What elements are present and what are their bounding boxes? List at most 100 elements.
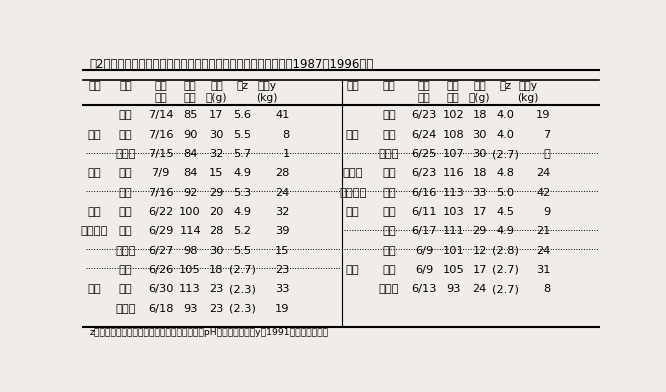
Text: 7/16: 7/16 [148,130,173,140]
Text: 8: 8 [282,130,290,140]
Text: 21: 21 [536,226,550,236]
Text: 7/15: 7/15 [148,149,173,159]
Text: 収穫
盛期: 収穫 盛期 [418,81,430,103]
Text: 地域: 地域 [88,81,101,91]
Text: 成熟
日数: 成熟 日数 [447,81,460,103]
Text: 酸z: 酸z [236,81,248,91]
Text: 6/24: 6/24 [412,130,436,140]
Text: (2.7): (2.7) [492,265,519,275]
Text: 23: 23 [275,265,290,275]
Text: 南高: 南高 [119,188,133,198]
Text: 4.8: 4.8 [496,169,514,178]
Text: 収穫
盛期: 収穫 盛期 [155,81,167,103]
Text: 7/14: 7/14 [148,111,173,120]
Text: 4.5: 4.5 [496,207,514,217]
Text: 品種: 品種 [119,81,132,91]
Text: 6/18: 6/18 [148,303,173,314]
Text: 群馬: 群馬 [88,284,101,294]
Text: 19: 19 [275,303,290,314]
Text: 南高: 南高 [382,226,396,236]
Text: 4.9: 4.9 [496,226,514,236]
Text: （筑波）: （筑波） [81,226,109,236]
Text: 6/9: 6/9 [415,246,433,256]
Text: 4.9: 4.9 [233,207,251,217]
Text: 6/26: 6/26 [148,265,173,275]
Text: 果実
重(g): 果実 重(g) [206,81,227,103]
Text: ２号: ２号 [382,246,396,256]
Text: 白加賀: 白加賀 [115,246,136,256]
Text: (2.7): (2.7) [492,284,519,294]
Text: 6/17: 6/17 [411,226,437,236]
Text: 108: 108 [442,130,464,140]
Text: 白加賀: 白加賀 [115,149,136,159]
Text: 30: 30 [472,130,487,140]
Text: 5.2: 5.2 [233,226,251,236]
Text: 30: 30 [209,246,224,256]
Text: 28: 28 [209,226,224,236]
Text: 5.5: 5.5 [233,130,251,140]
Text: 32: 32 [275,207,290,217]
Text: 102: 102 [442,111,464,120]
Text: 6/16: 6/16 [411,188,437,198]
Text: ２号: ２号 [119,207,133,217]
Text: 5.7: 5.7 [233,149,251,159]
Text: 4.9: 4.9 [233,169,251,178]
Text: 30: 30 [209,130,224,140]
Text: 105: 105 [442,265,464,275]
Text: 山形: 山形 [88,169,101,178]
Text: ２号: ２号 [382,111,396,120]
Text: 地域: 地域 [346,81,359,91]
Text: 収量y
(kg): 収量y (kg) [256,81,277,103]
Text: 30: 30 [472,149,487,159]
Text: 101: 101 [442,246,464,256]
Text: 南高: 南高 [119,284,133,294]
Text: 15: 15 [275,246,290,256]
Text: 98: 98 [183,246,197,256]
Text: 5.5: 5.5 [233,246,251,256]
Text: 果実
重(g): 果実 重(g) [469,81,490,103]
Text: 17: 17 [472,265,487,275]
Text: 18: 18 [472,111,487,120]
Text: 6/9: 6/9 [415,265,433,275]
Text: 105: 105 [179,265,201,275]
Text: 南高: 南高 [382,265,396,275]
Text: （御坊）: （御坊） [339,188,366,198]
Text: 7/9: 7/9 [151,169,170,178]
Text: 17: 17 [209,111,224,120]
Text: 24: 24 [473,284,487,294]
Text: 7/16: 7/16 [148,188,173,198]
Text: 7: 7 [543,130,550,140]
Text: 29: 29 [472,226,487,236]
Text: 南高: 南高 [382,130,396,140]
Text: 和歌山: 和歌山 [342,169,363,178]
Text: 福岡: 福岡 [346,265,360,275]
Text: 5.3: 5.3 [233,188,251,198]
Text: 103: 103 [442,207,464,217]
Text: 33: 33 [275,284,290,294]
Text: ２号: ２号 [382,207,396,217]
Text: 6/27: 6/27 [148,246,173,256]
Text: 84: 84 [183,169,197,178]
Text: 90: 90 [183,130,197,140]
Text: (2.7): (2.7) [229,265,256,275]
Text: 17: 17 [472,207,487,217]
Text: 111: 111 [442,226,464,236]
Text: 42: 42 [536,188,550,198]
Text: 1: 1 [282,149,290,159]
Text: 5.6: 5.6 [233,111,251,120]
Text: (2.7): (2.7) [492,149,519,159]
Text: 41: 41 [275,111,290,120]
Text: 品種: 品種 [382,81,395,91]
Text: 28: 28 [275,169,290,178]
Text: 23: 23 [209,303,224,314]
Text: 20: 20 [209,207,224,217]
Text: 29: 29 [209,188,224,198]
Text: ２号: ２号 [119,111,133,120]
Text: 南高: 南高 [119,226,133,236]
Text: 6/23: 6/23 [411,111,437,120]
Text: 白加賀: 白加賀 [378,284,399,294]
Text: 85: 85 [183,111,197,120]
Text: ２号: ２号 [382,169,396,178]
Text: 93: 93 [183,303,197,314]
Text: 徳島: 徳島 [346,207,360,217]
